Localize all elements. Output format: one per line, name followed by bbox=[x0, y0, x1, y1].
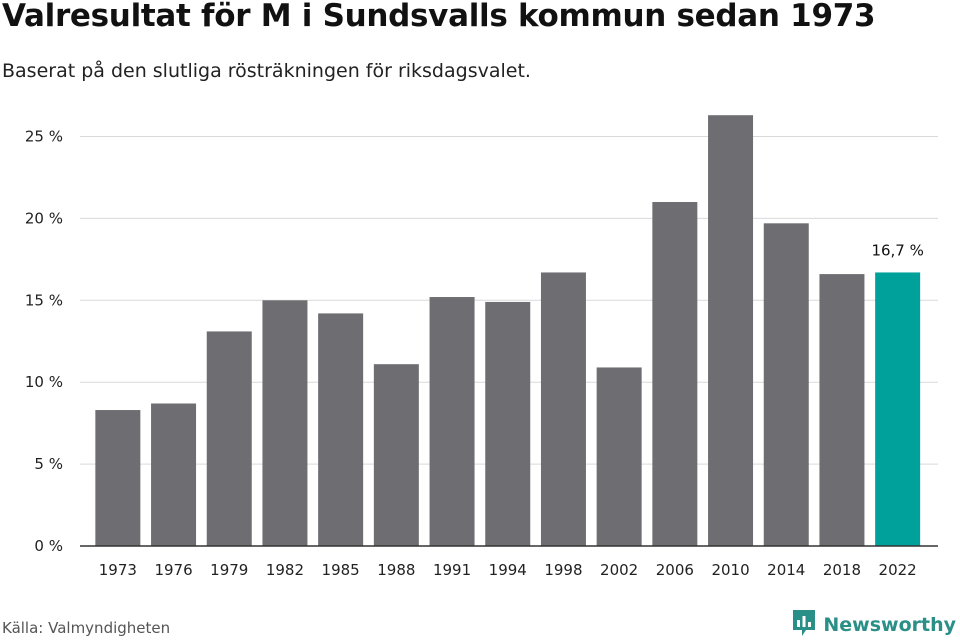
bar-2006[interactable] bbox=[652, 202, 698, 546]
newsworthy-logo-icon bbox=[791, 608, 817, 642]
bar-1994[interactable] bbox=[485, 301, 531, 546]
bar-2022[interactable] bbox=[875, 272, 921, 546]
bar-1973[interactable] bbox=[95, 410, 141, 546]
x-tick-label: 1998 bbox=[544, 561, 582, 579]
bar-1988[interactable] bbox=[373, 364, 419, 546]
bar-1976[interactable] bbox=[151, 403, 197, 546]
y-tick-label: 10 % bbox=[25, 373, 63, 391]
bar-1991[interactable] bbox=[429, 297, 475, 546]
y-tick-label: 15 % bbox=[25, 291, 63, 309]
bar-chart: 0 %5 %10 %15 %20 %25 % 1973 1976 1979 1982 1… bbox=[25, 115, 938, 579]
x-tick-label: 2010 bbox=[711, 561, 749, 579]
y-tick-label: 20 % bbox=[25, 209, 63, 227]
chart-subtitle: Baserat på den slutliga rösträkningen fö… bbox=[2, 60, 531, 82]
data-label-2022: 16,7 % bbox=[871, 241, 923, 259]
y-tick-label: 25 % bbox=[25, 128, 63, 146]
bar-2018[interactable] bbox=[819, 274, 865, 546]
x-tick-label: 2018 bbox=[823, 561, 861, 579]
x-tick-label: 1973 bbox=[99, 561, 137, 579]
bar-1982[interactable] bbox=[262, 300, 308, 546]
x-tick-label: 1985 bbox=[322, 561, 360, 579]
y-tick-label: 0 % bbox=[34, 537, 63, 555]
y-tick-label: 5 % bbox=[34, 455, 63, 473]
bar-2010[interactable] bbox=[708, 115, 754, 547]
bar-2014[interactable] bbox=[763, 223, 809, 546]
bar-1985[interactable] bbox=[318, 313, 364, 546]
x-tick-label: 1988 bbox=[377, 561, 415, 579]
bars bbox=[95, 115, 921, 547]
bar-2002[interactable] bbox=[596, 367, 642, 546]
data-labels: 16,7 % bbox=[871, 241, 923, 259]
x-tick-label: 1979 bbox=[210, 561, 248, 579]
x-tick-label: 1982 bbox=[266, 561, 304, 579]
x-tick-label: 2006 bbox=[656, 561, 694, 579]
x-tick-label: 2014 bbox=[767, 561, 805, 579]
brand-name: Newsworthy bbox=[823, 614, 956, 636]
x-tick-label: 1976 bbox=[154, 561, 192, 579]
x-axis-tick-labels: 1973 1976 1979 1982 1985 1988 1991 1994 1998 2002… bbox=[99, 561, 917, 579]
x-tick-label: 2022 bbox=[879, 561, 917, 579]
chart-title: Valresultat för M i Sundsvalls kommun se… bbox=[2, 0, 876, 34]
source-note: Källa: Valmyndigheten bbox=[2, 619, 171, 637]
bar-1979[interactable] bbox=[206, 331, 252, 546]
brand-logo[interactable]: Newsworthy bbox=[791, 608, 956, 642]
x-tick-label: 1991 bbox=[433, 561, 471, 579]
x-tick-label: 2002 bbox=[600, 561, 638, 579]
bar-1998[interactable] bbox=[540, 272, 586, 546]
y-axis-tick-labels: 0 % 5 % 10 % 15 % 20 % 25 % bbox=[25, 128, 63, 556]
x-tick-label: 1994 bbox=[489, 561, 527, 579]
